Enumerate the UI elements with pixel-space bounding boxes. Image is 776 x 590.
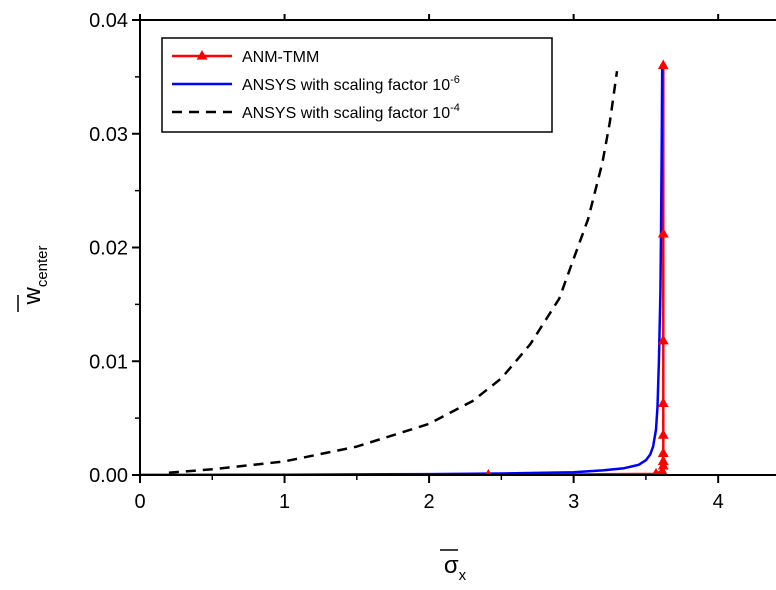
series-line-2 (168, 71, 619, 474)
legend-label: ANSYS with scaling factor 10-4 (242, 102, 460, 122)
anm-tmm-marker (657, 429, 669, 439)
x-axis-title: σx (444, 552, 467, 584)
legend: ANM-TMM ANSYS with scaling factor 10-6 ANS… (161, 37, 553, 133)
anm-tmm-marker (652, 467, 661, 475)
anm-tmm-marker (657, 455, 669, 465)
x-tick-label: 0 (134, 491, 145, 513)
axes: 0 1 2 3 4 0.00 0.01 0.02 0.03 0.04 (89, 10, 776, 513)
axis-titles: σx wcenter (17, 245, 467, 584)
anm-tmm-marker (657, 465, 668, 475)
x-tick-label: 4 (713, 491, 724, 513)
anm-tmm-marker (657, 397, 669, 407)
y-tick-label: 0.04 (89, 10, 128, 32)
anm-tmm-marker (484, 469, 492, 475)
y-tick-label: 0.02 (89, 238, 128, 260)
legend-label: ANM-TMM (242, 49, 319, 66)
anm-tmm-marker (657, 447, 669, 457)
y-tick-label: 0.00 (89, 465, 128, 487)
y-tick-label: 0.01 (89, 351, 128, 373)
anm-tmm-marker (657, 227, 669, 238)
y-tick-label: 0.03 (89, 124, 128, 146)
anm-tmm-marker (657, 334, 669, 345)
x-tick-label: 3 (568, 491, 579, 513)
legend-label: ANSYS with scaling factor 10-6 (242, 74, 460, 94)
y-axis-title-group: wcenter (17, 245, 51, 312)
legend-marker (196, 50, 208, 60)
x-tick-label: 2 (424, 491, 435, 513)
anm-tmm-marker (657, 59, 669, 70)
x-tick-label: 1 (279, 491, 290, 513)
y-axis-title: wcenter (19, 245, 51, 305)
plot-area (140, 59, 669, 475)
